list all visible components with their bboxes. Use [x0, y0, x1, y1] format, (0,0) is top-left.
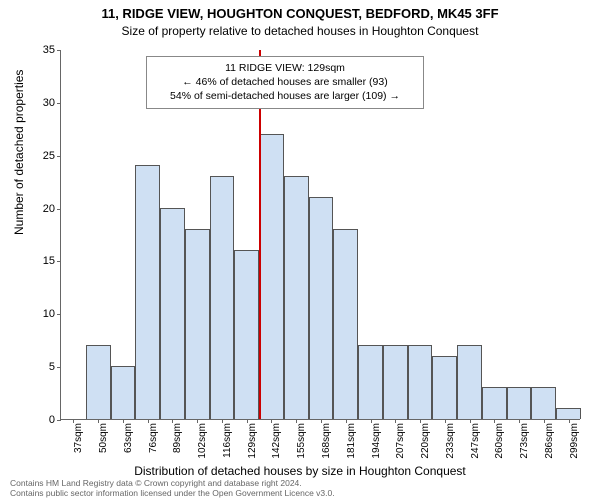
histogram-bar [185, 229, 210, 419]
x-tick-mark [519, 419, 520, 423]
y-tick-mark [57, 367, 61, 368]
annotation-box: 11 RIDGE VIEW: 129sqm ← 46% of detached … [146, 56, 424, 109]
x-tick-label: 207sqm [395, 423, 406, 459]
annotation-line1: 11 RIDGE VIEW: 129sqm [155, 61, 415, 75]
chart-title-address: 11, RIDGE VIEW, HOUGHTON CONQUEST, BEDFO… [0, 6, 600, 21]
x-tick-label: 129sqm [247, 423, 258, 459]
histogram-bar [284, 176, 309, 419]
x-tick-label: 299sqm [569, 423, 580, 459]
histogram-bar [86, 345, 111, 419]
x-tick-mark [371, 419, 372, 423]
histogram-bar [482, 387, 507, 419]
x-tick-mark [271, 419, 272, 423]
y-tick-mark [57, 209, 61, 210]
footer-line1: Contains HM Land Registry data © Crown c… [10, 478, 590, 488]
x-tick-label: 155sqm [296, 423, 307, 459]
histogram-bar [507, 387, 532, 419]
x-tick-label: 168sqm [321, 423, 332, 459]
y-tick-mark [57, 420, 61, 421]
x-tick-label: 63sqm [123, 423, 134, 453]
x-tick-label: 273sqm [519, 423, 530, 459]
histogram-bar [160, 208, 185, 419]
footer-line2: Contains public sector information licen… [10, 488, 590, 498]
y-tick-label: 5 [49, 361, 55, 373]
x-tick-mark [197, 419, 198, 423]
x-tick-mark [321, 419, 322, 423]
x-tick-label: 142sqm [271, 423, 282, 459]
annotation-line2: ← 46% of detached houses are smaller (93… [155, 75, 415, 89]
histogram-bar [259, 134, 284, 419]
y-tick-label: 0 [49, 414, 55, 426]
histogram-bar [457, 345, 482, 419]
histogram-plot-area: 11 RIDGE VIEW: 129sqm ← 46% of detached … [60, 50, 580, 420]
x-tick-mark [296, 419, 297, 423]
histogram-bar [432, 356, 457, 419]
histogram-bar [333, 229, 358, 419]
chart-title-subtitle: Size of property relative to detached ho… [0, 24, 600, 38]
histogram-bar [556, 408, 581, 419]
x-tick-label: 286sqm [544, 423, 555, 459]
x-tick-mark [445, 419, 446, 423]
x-tick-label: 89sqm [172, 423, 183, 453]
histogram-bar [383, 345, 408, 419]
y-tick-mark [57, 314, 61, 315]
x-tick-mark [470, 419, 471, 423]
x-axis-label: Distribution of detached houses by size … [0, 464, 600, 478]
x-tick-label: 181sqm [346, 423, 357, 459]
x-tick-label: 247sqm [470, 423, 481, 459]
histogram-bar [210, 176, 235, 419]
y-tick-label: 15 [43, 255, 55, 267]
y-axis-label: Number of detached properties [12, 70, 26, 235]
x-tick-mark [148, 419, 149, 423]
x-tick-label: 260sqm [494, 423, 505, 459]
histogram-bar [358, 345, 383, 419]
x-tick-mark [420, 419, 421, 423]
x-tick-mark [544, 419, 545, 423]
y-tick-mark [57, 156, 61, 157]
x-tick-mark [73, 419, 74, 423]
x-tick-mark [98, 419, 99, 423]
y-tick-label: 30 [43, 97, 55, 109]
x-tick-mark [247, 419, 248, 423]
x-tick-label: 76sqm [148, 423, 159, 453]
histogram-bar [309, 197, 334, 419]
x-tick-mark [395, 419, 396, 423]
y-tick-label: 25 [43, 150, 55, 162]
y-tick-label: 35 [43, 44, 55, 56]
x-tick-mark [172, 419, 173, 423]
x-tick-mark [494, 419, 495, 423]
histogram-bar [111, 366, 136, 419]
x-tick-label: 194sqm [371, 423, 382, 459]
histogram-bar [408, 345, 433, 419]
x-tick-label: 102sqm [197, 423, 208, 459]
x-tick-label: 37sqm [73, 423, 84, 453]
footer-attribution: Contains HM Land Registry data © Crown c… [10, 478, 590, 498]
histogram-bar [135, 165, 160, 419]
x-tick-mark [123, 419, 124, 423]
y-tick-label: 10 [43, 308, 55, 320]
histogram-bar [234, 250, 259, 419]
x-tick-label: 50sqm [98, 423, 109, 453]
x-tick-mark [222, 419, 223, 423]
x-tick-label: 116sqm [222, 423, 233, 458]
annotation-line3: 54% of semi-detached houses are larger (… [155, 89, 415, 103]
x-tick-label: 220sqm [420, 423, 431, 459]
x-tick-mark [569, 419, 570, 423]
y-tick-mark [57, 103, 61, 104]
x-tick-mark [346, 419, 347, 423]
y-tick-mark [57, 261, 61, 262]
y-tick-mark [57, 50, 61, 51]
histogram-bar [531, 387, 556, 419]
x-tick-label: 233sqm [445, 423, 456, 459]
y-tick-label: 20 [43, 203, 55, 215]
